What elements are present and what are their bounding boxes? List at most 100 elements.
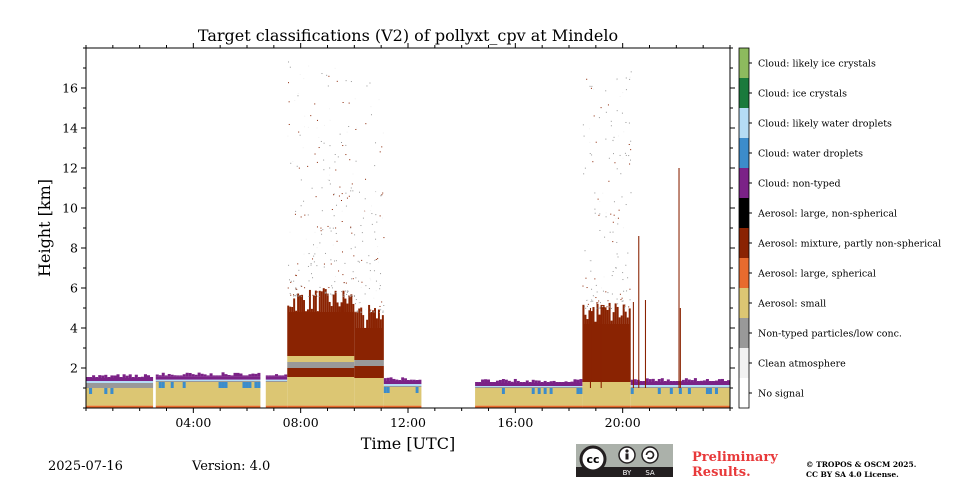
segment-7-speckle — [621, 196, 623, 198]
segment-6-cloud-edge — [498, 379, 502, 383]
segment-3-mixture-edge — [320, 291, 323, 312]
segment-4-speckle — [356, 127, 358, 129]
segment-7-mixture-edge — [628, 308, 631, 324]
segment-7-speckle — [610, 213, 612, 215]
segment-7-speckle — [600, 308, 602, 309]
segment-7-speckle — [607, 300, 609, 302]
segment-8-surface-large — [630, 405, 730, 408]
segment-3-mixture-edge — [322, 288, 325, 312]
segment-7-speckle — [609, 306, 611, 308]
segment-3-mixture-edge — [303, 300, 306, 312]
segment-3-speckle — [288, 101, 290, 103]
segment-2-cloud-edge — [271, 375, 275, 377]
segment-3-speckle — [329, 183, 331, 185]
legend-label: Aerosol: small — [757, 299, 826, 310]
segment-3-speckle — [324, 292, 326, 294]
segment-5-surface-large — [383, 405, 422, 408]
segment-3-speckle — [307, 214, 309, 216]
segment-3-speckle — [352, 173, 354, 175]
segment-3-speckle — [347, 290, 349, 292]
segment-4-speckle — [358, 191, 360, 193]
segment-3-speckle — [329, 119, 331, 121]
segment-4-speckle — [354, 303, 356, 305]
preliminary-label: Preliminary — [692, 450, 778, 465]
segment-4-mixture-edge — [354, 312, 357, 328]
segment-4-speckle — [369, 270, 371, 272]
segment-7-speckle — [616, 253, 618, 255]
segment-7-speckle — [585, 277, 587, 279]
segment-1-cloud-edge — [188, 372, 192, 377]
segment-4-mixture-edge — [364, 327, 367, 329]
segment-3-mixture-edge — [326, 293, 329, 312]
segment-6-cloud-edge — [481, 379, 485, 383]
segment-3-speckle — [295, 287, 297, 289]
segment-8-cloud-edge — [642, 381, 646, 382]
legend-label: Non-typed particles/low conc. — [758, 329, 902, 340]
segment-3-speckle — [331, 209, 333, 211]
segment-7-speckle — [618, 209, 620, 211]
segment-3-speckle — [345, 192, 347, 194]
segment-0-cloud-edge — [146, 375, 151, 378]
segment-7-mixture — [582, 324, 631, 382]
segment-3-speckle — [335, 204, 337, 206]
segment-5-water-patch — [383, 387, 387, 393]
segment-4-speckle — [355, 160, 357, 162]
segment-3-speckle — [342, 145, 344, 147]
segment-3-speckle — [345, 290, 347, 292]
segment-3-mixture-edge — [316, 311, 319, 312]
segment-6-cloud-edge — [570, 381, 574, 383]
segment-3-speckle — [335, 276, 337, 278]
segment-4-speckle — [368, 288, 370, 290]
segment-3-speckle — [331, 294, 333, 296]
segment-4-speckle — [377, 246, 379, 248]
segment-1-cloud-edge — [161, 372, 165, 377]
segment-7-speckle — [611, 307, 613, 309]
segment-3-mixture-edge — [301, 294, 304, 312]
segment-7-speckle — [605, 138, 607, 140]
segment-7-speckle — [620, 299, 622, 301]
segment-3-speckle — [311, 273, 313, 275]
segment-3-speckle — [296, 288, 298, 290]
segment-4-speckle — [370, 279, 372, 281]
segment-3-speckle — [313, 295, 315, 297]
segment-7-speckle — [606, 306, 608, 308]
segment-4-mixture-edge — [375, 318, 378, 328]
segment-4-speckle — [354, 98, 356, 100]
segment-7-speckle — [625, 204, 627, 206]
segment-6-aerosol-small — [475, 388, 583, 406]
legend-swatch — [739, 318, 749, 348]
segment-3-aerosol-small — [287, 377, 355, 406]
segment-4-speckle — [379, 308, 381, 310]
segment-1-water-patch — [170, 382, 174, 388]
segment-1-water-patch — [221, 382, 225, 388]
segment-4-speckle — [359, 302, 361, 304]
segment-4-speckle — [364, 293, 366, 295]
segment-7-speckle — [629, 78, 631, 80]
segment-3-speckle — [348, 102, 350, 104]
segment-1-cloud-edge — [206, 375, 210, 377]
segment-2-non-typed-cloud — [265, 376, 288, 380]
segment-7-mixture-edge — [592, 307, 595, 324]
segment-3-speckle — [335, 232, 337, 234]
segment-7-speckle — [602, 305, 604, 307]
y-tick-label: 4 — [70, 321, 78, 336]
segment-1-cloud-edge — [185, 372, 189, 377]
segment-7-speckle — [628, 122, 630, 124]
segment-3-speckle — [304, 214, 306, 216]
segment-8-water-patch — [687, 388, 691, 394]
legend-label: No signal — [758, 389, 804, 400]
segment-3-speckle — [351, 232, 353, 234]
legend-label: Cloud: likely water droplets — [758, 119, 892, 130]
segment-4-speckle — [360, 286, 362, 288]
segment-3-speckle — [341, 294, 343, 296]
segment-3-speckle — [288, 61, 290, 63]
segment-3-speckle — [312, 294, 314, 296]
segment-3-speckle — [290, 281, 292, 283]
segment-8-cloud-edge — [660, 378, 664, 382]
segment-4-speckle — [361, 232, 363, 234]
segment-4-speckle — [365, 123, 367, 125]
segment-3-speckle — [350, 187, 352, 189]
y-axis: 2 4 6 8 10 12 14 16 — [62, 47, 735, 409]
segment-4-speckle — [358, 280, 360, 282]
segment-7-speckle — [594, 208, 596, 210]
